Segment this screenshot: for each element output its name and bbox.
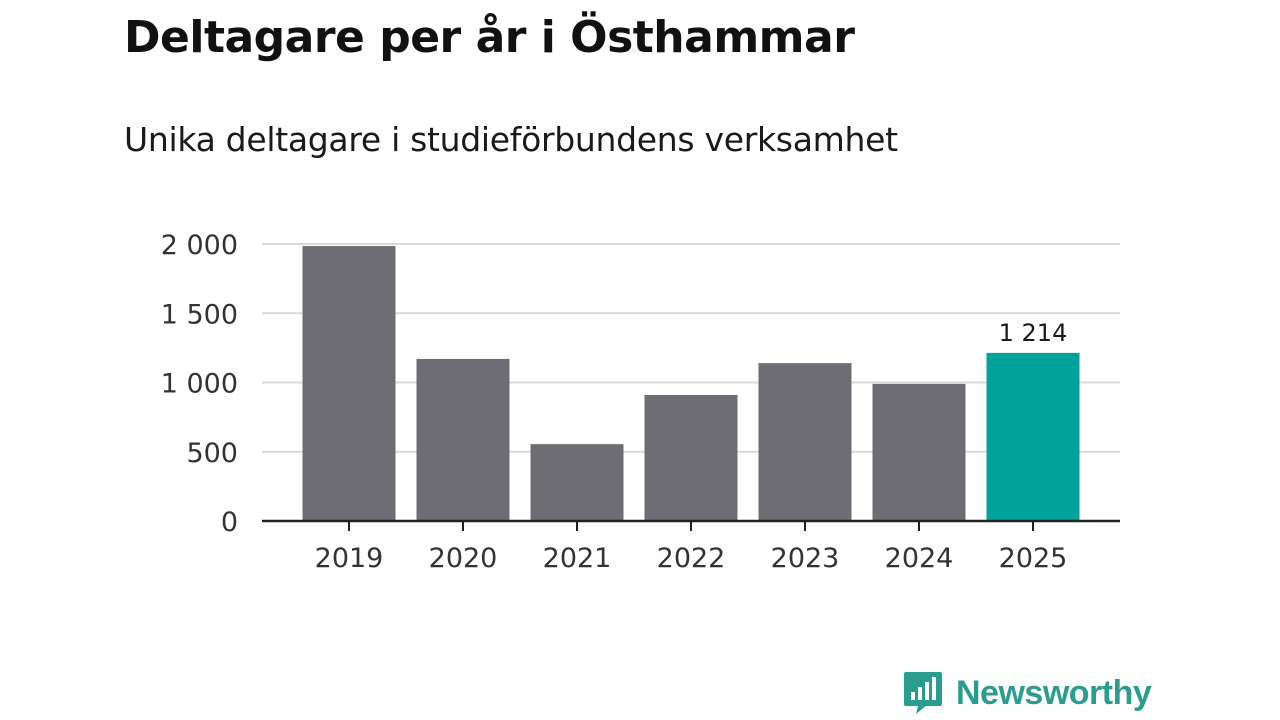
y-tick-label: 0 [221,507,238,538]
bar [416,358,510,521]
bar [644,394,738,521]
data-label: 1 214 [999,319,1068,347]
x-tick-label: 2024 [885,543,954,574]
bar [986,352,1080,521]
x-tick-label: 2025 [999,543,1068,574]
y-tick-label: 500 [186,438,238,469]
newsworthy-logo: Newsworthy [902,670,1152,716]
chart-title: Deltagare per år i Östhammar [124,12,855,63]
y-tick-label: 1 500 [161,299,238,330]
x-tick-label: 2019 [315,543,384,574]
bar [302,246,396,521]
bar [758,363,852,521]
newsworthy-logo-icon [904,672,942,714]
x-tick-label: 2020 [429,543,498,574]
x-tick-label: 2022 [657,543,726,574]
y-tick-label: 1 000 [161,369,238,400]
bar [872,383,966,521]
bar [530,444,624,521]
chart-subtitle: Unika deltagare i studieförbundens verks… [124,120,898,159]
x-tick-label: 2023 [771,543,840,574]
newsworthy-logo-text: Newsworthy [956,674,1152,712]
y-tick-label: 2 000 [161,230,238,261]
x-tick-label: 2021 [543,543,612,574]
